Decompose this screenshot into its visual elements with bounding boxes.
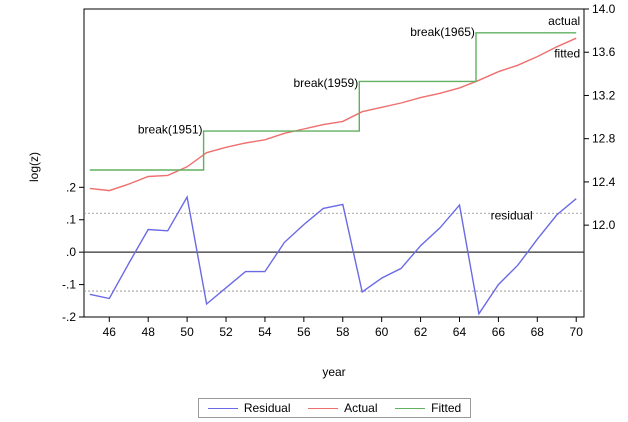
x-tick-label-48: 48: [142, 325, 156, 339]
left-tick-label-0: -.2: [62, 310, 76, 324]
x-tick-label-68: 68: [531, 325, 545, 339]
right-tick-label-3: 13.2: [592, 88, 616, 102]
x-tick-label-66: 66: [492, 325, 506, 339]
x-tick-label-56: 56: [297, 325, 311, 339]
axes-layer: 46 48 50 52 54 56 58 60 62 64 66 68 70 -.2 -.1 .0 .1 .2 12…: [62, 2, 616, 339]
x-tick-label-54: 54: [258, 325, 272, 339]
annotation-fitted: fitted: [554, 47, 580, 61]
x-tick-label-70: 70: [570, 325, 584, 339]
x-tick-label-46: 46: [103, 325, 117, 339]
right-tick-label-2: 12.8: [592, 132, 616, 146]
series-line-residual: [89, 194, 577, 316]
legend-swatch-residual: [207, 407, 238, 409]
right-tick-label-4: 13.6: [592, 45, 616, 59]
annotation-actual: actual: [548, 14, 580, 28]
annotation-layer: break(1951) break(1959) break(1965) actual f…: [138, 14, 580, 223]
left-tick-label-3: .1: [66, 213, 76, 227]
x-tick-label-58: 58: [336, 325, 350, 339]
right-tick-label-0: 12.0: [592, 218, 616, 232]
x-tick-label-50: 50: [180, 325, 194, 339]
annotation-residual: residual: [491, 209, 533, 223]
series-layer: [89, 32, 577, 316]
right-tick-label-5: 14.0: [592, 2, 616, 16]
legend-label-actual: Actual: [344, 401, 378, 415]
legend-swatch-fitted: [395, 407, 426, 409]
legend-swatch-actual: [308, 407, 339, 409]
x-tick-label-52: 52: [219, 325, 233, 339]
annotation-break-1951-: break(1951): [138, 122, 203, 136]
left-tick-label-1: -.1: [62, 278, 76, 292]
grid-layer: [84, 212, 584, 292]
x-tick-label-62: 62: [414, 325, 428, 339]
y-axis-label: log(z): [27, 152, 41, 182]
annotation-break-1965-: break(1965): [410, 25, 475, 39]
legend-item-fitted: Fitted: [395, 401, 461, 415]
x-tick-label-64: 64: [453, 325, 467, 339]
x-axis-label: year: [322, 365, 345, 379]
right-tick-label-1: 12.4: [592, 175, 616, 189]
left-tick-label-2: .0: [66, 245, 76, 259]
series-line-fitted: [89, 32, 577, 171]
legend-label-residual: Residual: [243, 401, 291, 415]
plot-frame: [83, 8, 585, 318]
legend-item-actual: Actual: [308, 401, 378, 415]
legend: Residual Actual Fitted: [198, 398, 471, 418]
annotation-break-1959-: break(1959): [293, 76, 358, 90]
x-tick-label-60: 60: [375, 325, 389, 339]
legend-label-fitted: Fitted: [431, 401, 462, 415]
left-tick-label-4: .2: [66, 180, 76, 194]
series-line-actual: [89, 37, 577, 192]
legend-item-residual: Residual: [207, 401, 291, 415]
